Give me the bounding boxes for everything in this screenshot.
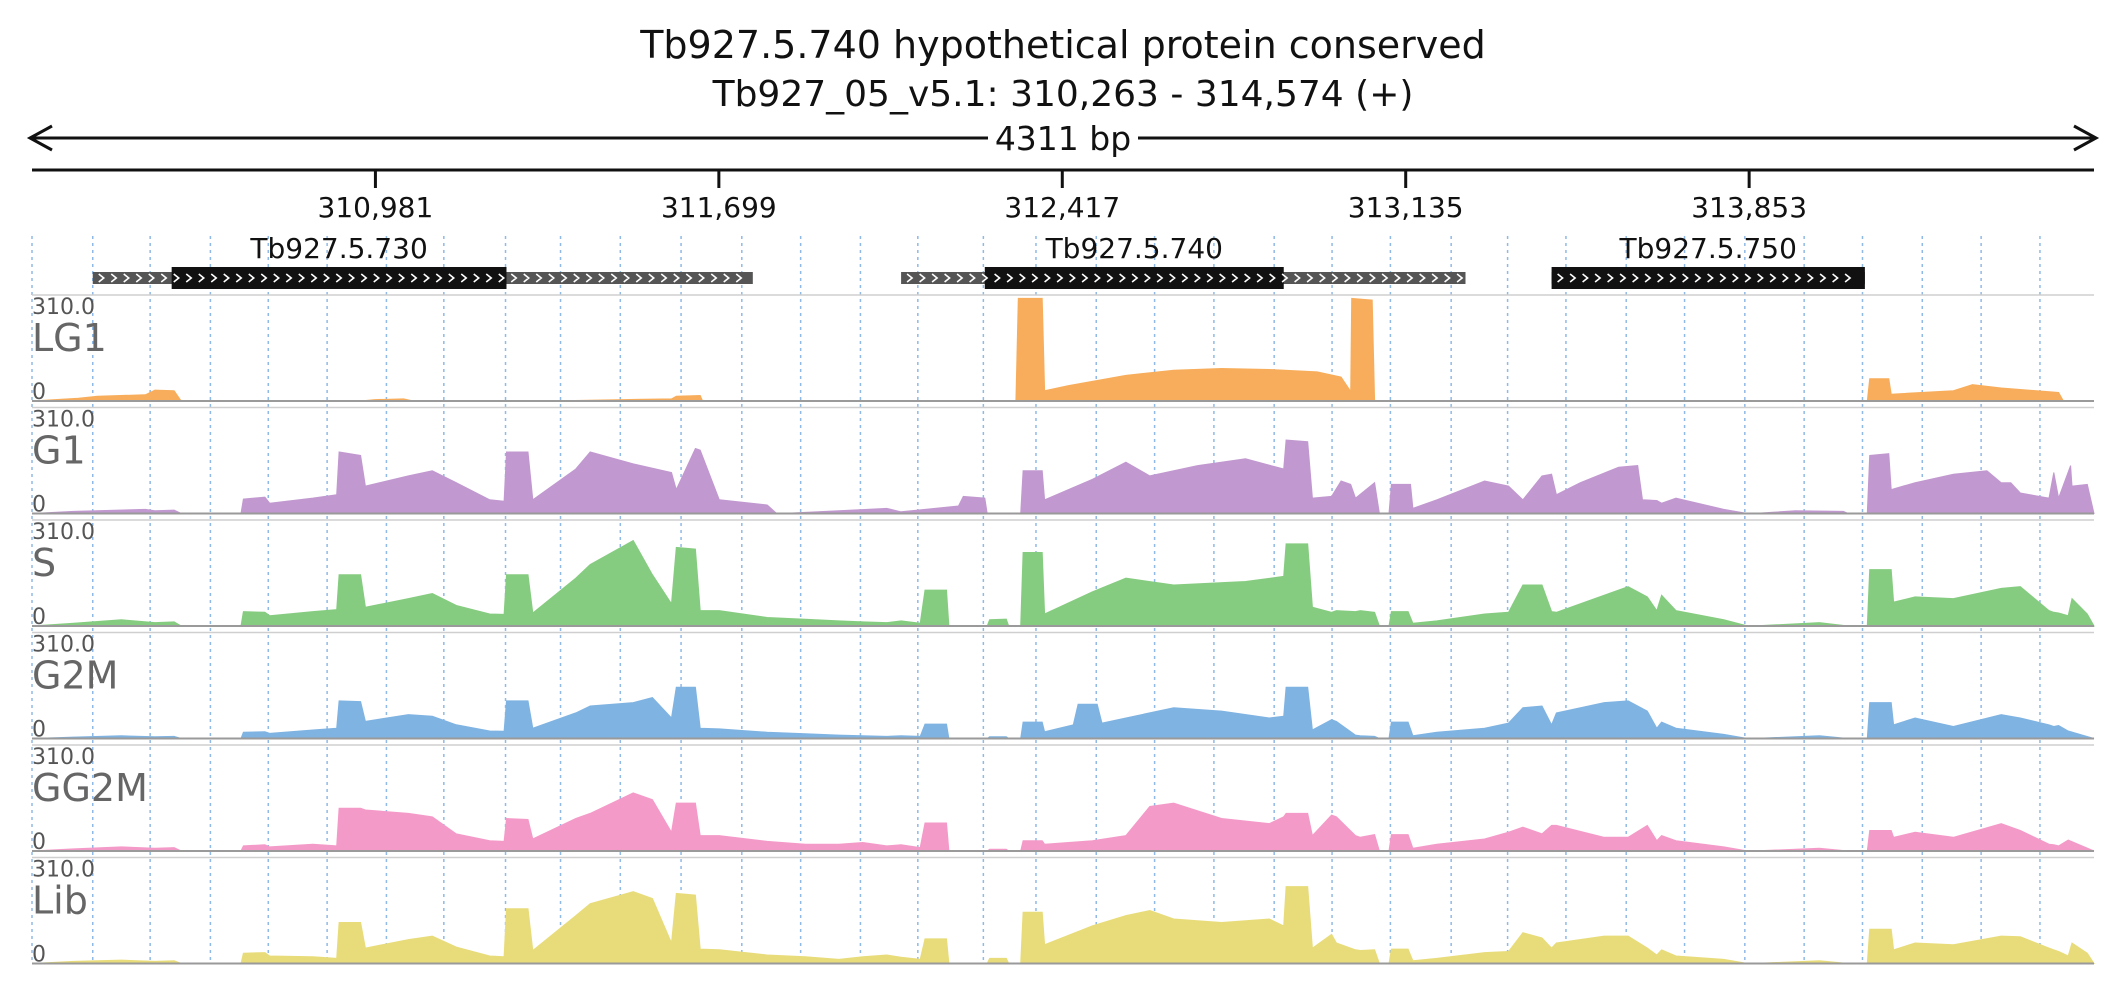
coverage-area	[1866, 823, 2095, 852]
gene-cds	[1551, 267, 1865, 289]
ruler-tick-label: 311,699	[661, 191, 777, 224]
span-left-arrowhead-icon	[26, 124, 53, 152]
y-min-label: 0	[32, 830, 46, 855]
gene-cds	[984, 267, 1284, 289]
coordinate-ruler: 310,981 311,699 312,417 313,135 313,853	[32, 168, 2094, 224]
coverage-area	[1020, 439, 1380, 514]
coverage-area	[985, 686, 1380, 739]
coverage-area	[986, 543, 1381, 627]
ruler-tick-label: 313,135	[1348, 191, 1464, 224]
coverage-area	[1388, 932, 1748, 964]
gene-label: Tb927.5.730	[249, 232, 427, 265]
coverage-area	[1866, 378, 2065, 402]
strand-arrow-icon	[906, 273, 1464, 283]
track-name: G2M	[32, 654, 118, 698]
coverage-area	[985, 802, 1381, 852]
coverage-area	[1866, 702, 2095, 739]
gene-annotation-track: Tb927.5.730 Tb927.5.740 Tb927.5.750	[92, 232, 1865, 289]
ruler-tick-label: 312,417	[1004, 191, 1120, 224]
strand-arrow-icon	[98, 273, 743, 283]
y-min-label: 0	[32, 380, 46, 405]
coverage-area	[1866, 453, 2095, 514]
coverage-area	[31, 389, 183, 402]
gene-model[interactable]: Tb927.5.730	[92, 232, 753, 289]
gene-model[interactable]: Tb927.5.750	[1551, 232, 1865, 289]
coverage-area	[986, 886, 1381, 964]
chart-subtitle: Tb927_05_v5.1: 310,263 - 314,574 (+)	[712, 74, 1414, 115]
coverage-track: 310.0G1 0	[31, 406, 2095, 518]
coverage-track: 310.0S 0	[31, 519, 2095, 630]
coverage-area	[240, 539, 950, 627]
y-min-label: 0	[32, 943, 46, 968]
y-max-label: 310.0	[32, 633, 95, 658]
span-length-label: 4311 bp	[995, 119, 1131, 158]
chart-title: Tb927.5.740 hypothetical protein conserv…	[639, 23, 1486, 67]
gene-label: Tb927.5.740	[1045, 232, 1223, 265]
y-max-label: 310.0	[32, 408, 95, 433]
y-max-label: 310.0	[32, 520, 95, 545]
coverage-area	[1388, 584, 1748, 627]
track-name: Lib	[32, 879, 88, 923]
coverage-area	[240, 891, 950, 964]
coverage-area	[1866, 569, 2095, 627]
coverage-area	[240, 447, 779, 514]
coverage-area	[1866, 928, 2095, 964]
region-span-arrow: 4311 bp	[26, 119, 2100, 158]
coverage-area	[1388, 824, 1748, 852]
coverage-area	[781, 495, 988, 514]
gene-model[interactable]: Tb927.5.740	[901, 232, 1466, 289]
coverage-area	[1388, 700, 1748, 739]
coverage-area	[240, 792, 950, 852]
coverage-area	[1388, 465, 1748, 514]
coverage-area	[1015, 297, 1376, 402]
span-right-arrowhead-icon	[2073, 124, 2100, 152]
y-max-label: 310.0	[32, 858, 95, 883]
y-min-label: 0	[32, 718, 46, 743]
y-max-label: 310.0	[32, 745, 95, 770]
coverage-area	[240, 686, 950, 739]
strand-arrow-icon	[1557, 273, 1852, 283]
track-name: LG1	[32, 316, 107, 360]
span-label-background	[988, 120, 1138, 156]
gene-cds	[171, 267, 507, 289]
coverage-tracks: 310.0LG10310.0G10310.0S0310.0G2M0310.0GG…	[31, 294, 2095, 968]
track-name: GG2M	[32, 766, 148, 810]
y-max-label: 310.0	[32, 295, 95, 320]
gene-label: Tb927.5.750	[1619, 232, 1797, 265]
y-min-label: 0	[32, 493, 46, 518]
y-min-label: 0	[32, 605, 46, 630]
track-name: S	[32, 541, 56, 585]
ruler-tick-label: 313,853	[1691, 191, 1807, 224]
track-name: G1	[32, 429, 86, 473]
ruler-tick-label: 310,981	[318, 191, 434, 224]
